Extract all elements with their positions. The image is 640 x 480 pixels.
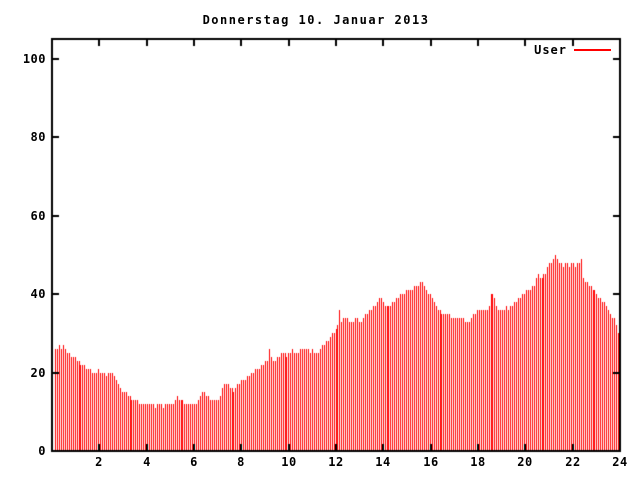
y-tick-label: 80 bbox=[30, 130, 46, 144]
x-tick-label: 8 bbox=[237, 455, 245, 469]
y-tick-label: 60 bbox=[30, 209, 46, 223]
legend: User bbox=[534, 43, 611, 57]
chart-title: Donnerstag 10. Januar 2013 bbox=[202, 13, 430, 27]
legend-user-line-sample bbox=[574, 49, 611, 51]
y-tick-label: 100 bbox=[22, 52, 46, 66]
x-tick-label: 24 bbox=[612, 455, 628, 469]
x-tick-label: 4 bbox=[143, 455, 151, 469]
x-tick-label: 6 bbox=[190, 455, 198, 469]
x-tick-label: 16 bbox=[423, 455, 439, 469]
x-tick-label: 18 bbox=[470, 455, 486, 469]
x-tick-label: 14 bbox=[375, 455, 391, 469]
x-tick-label: 10 bbox=[281, 455, 297, 469]
x-tick-label: 2 bbox=[95, 455, 103, 469]
x-tick-label: 12 bbox=[328, 455, 344, 469]
y-tick-label: 20 bbox=[30, 366, 46, 380]
y-tick-label: 0 bbox=[38, 444, 46, 458]
x-tick-label: 20 bbox=[517, 455, 533, 469]
y-tick-label: 40 bbox=[30, 287, 46, 301]
legend-user-label: User bbox=[534, 43, 567, 57]
x-tick-label: 22 bbox=[565, 455, 581, 469]
